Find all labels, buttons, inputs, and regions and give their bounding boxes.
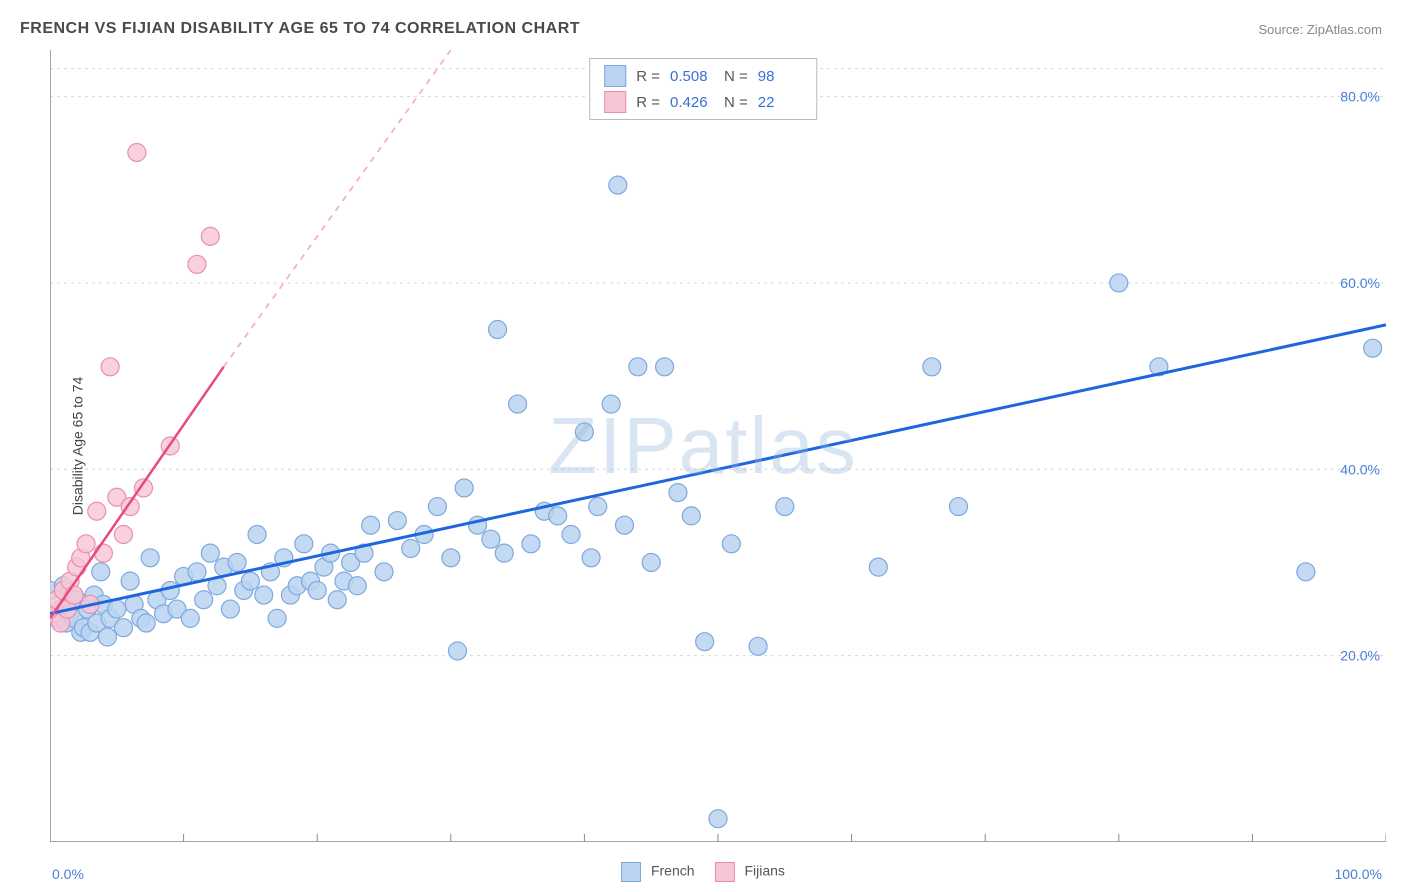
legend-item-french: French [621,862,694,882]
n-value-french: 98 [758,68,802,85]
r-value-fijians: 0.426 [670,94,714,111]
scatter-svg: 20.0% 40.0% 60.0% 80.0% [50,50,1386,842]
stats-row-fijians: R = 0.426 N = 22 [590,89,816,115]
source-name: ZipAtlas.com [1307,22,1382,37]
n-value-fijians: 22 [758,94,802,111]
swatch-french [604,65,626,87]
n-label: N = [724,68,748,85]
svg-text:40.0%: 40.0% [1340,461,1380,477]
n-label: N = [724,94,748,111]
chart-plot-area: 20.0% 40.0% 60.0% 80.0% [50,50,1386,842]
legend-item-fijians: Fijians [715,862,785,882]
series-legend: French Fijians [0,862,1406,882]
legend-swatch-fijians [715,862,735,882]
r-label: R = [636,68,660,85]
svg-text:80.0%: 80.0% [1340,89,1380,105]
stats-row-french: R = 0.508 N = 98 [590,63,816,89]
source-label: Source: [1258,22,1306,37]
legend-label-french: French [651,863,695,879]
r-value-french: 0.508 [670,68,714,85]
source-attribution: Source: ZipAtlas.com [1258,22,1382,37]
r-label: R = [636,94,660,111]
chart-title: FRENCH VS FIJIAN DISABILITY AGE 65 TO 74… [20,20,580,38]
legend-label-fijians: Fijians [744,863,784,879]
svg-text:60.0%: 60.0% [1340,275,1380,291]
correlation-stats-legend: R = 0.508 N = 98 R = 0.426 N = 22 [589,58,817,120]
legend-swatch-french [621,862,641,882]
svg-text:20.0%: 20.0% [1340,648,1380,664]
swatch-fijians [604,91,626,113]
